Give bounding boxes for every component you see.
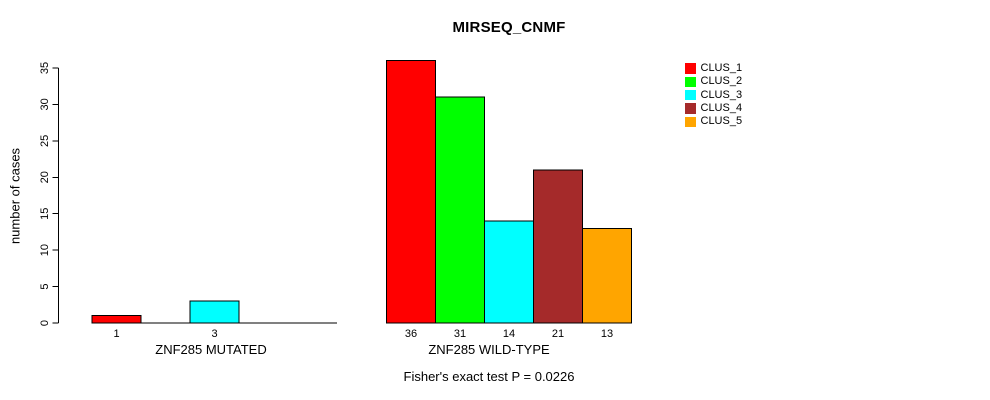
y-axis	[52, 67, 59, 324]
y-tick-label: 10	[39, 244, 51, 256]
legend-item-clus_4: CLUS_4	[685, 102, 742, 115]
y-tick-label: 30	[39, 98, 51, 110]
bar-value-label: 1	[113, 328, 119, 340]
legend-swatch	[685, 116, 696, 128]
legend-item-clus_2: CLUS_2	[685, 75, 742, 88]
legend-label: CLUS_1	[700, 62, 743, 75]
legend-swatch	[685, 76, 696, 88]
bar-clus_1	[386, 60, 436, 324]
bar-clus_3	[484, 220, 534, 324]
legend: CLUS_1 CLUS_2 CLUS_3 CLUS_4 CLUS_5	[685, 62, 742, 128]
bar-value-label: 21	[552, 328, 564, 340]
fisher-test-note: Fisher's exact test P = 0.0226	[403, 369, 575, 384]
y-axis-title: number of cases	[7, 147, 23, 245]
bar-clus_5	[582, 227, 632, 324]
y-tick-label: 35	[39, 62, 51, 74]
legend-item-clus_3: CLUS_3	[685, 89, 742, 102]
bar-clus_1	[91, 315, 142, 324]
chart-title: MIRSEQ_CNMF	[452, 19, 566, 36]
legend-label: CLUS_5	[700, 115, 743, 128]
legend-item-clus_1: CLUS_1	[685, 62, 742, 75]
bar-clus_4	[533, 169, 583, 324]
bar-value-label: 3	[211, 328, 217, 340]
legend-swatch	[685, 89, 696, 101]
bar-clus_2	[435, 96, 485, 324]
legend-item-clus_5: CLUS_5	[685, 115, 742, 128]
bar-clus_3	[189, 300, 240, 324]
legend-label: CLUS_4	[700, 102, 743, 115]
legend-label: CLUS_3	[700, 88, 743, 101]
y-tick-label: 20	[39, 171, 51, 183]
bar-value-label: 14	[503, 328, 515, 340]
x-axis-label-mutated: ZNF285 MUTATED	[155, 342, 267, 357]
bar-value-label: 13	[601, 328, 613, 340]
y-tick-label: 0	[39, 320, 51, 326]
bar-value-label: 31	[454, 328, 466, 340]
bar-value-label: 36	[405, 328, 417, 340]
x-axis-label-wildtype: ZNF285 WILD-TYPE	[428, 342, 550, 357]
legend-swatch	[685, 63, 696, 74]
legend-swatch	[685, 103, 696, 114]
y-tick-label: 15	[39, 208, 51, 220]
y-tick-label: 25	[39, 135, 51, 147]
legend-label: CLUS_2	[700, 75, 743, 88]
y-tick-label: 5	[39, 284, 51, 290]
